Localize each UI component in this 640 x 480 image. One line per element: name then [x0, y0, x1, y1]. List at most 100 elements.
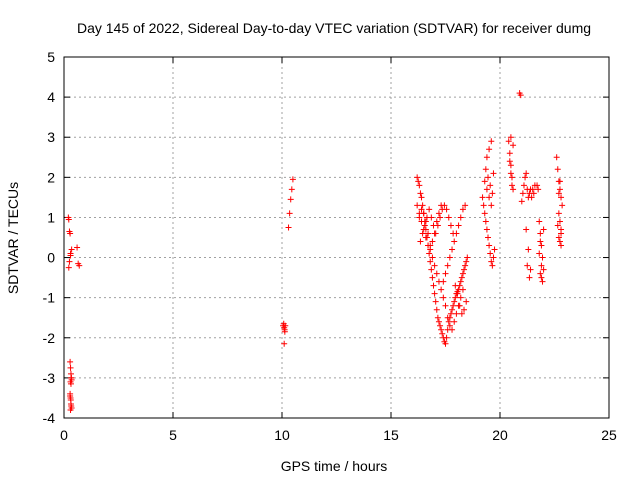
data-point — [463, 298, 470, 305]
data-point — [483, 186, 490, 193]
data-point — [556, 178, 563, 185]
data-point — [462, 262, 469, 269]
data-point — [437, 214, 444, 221]
data-point — [438, 326, 445, 333]
data-point — [538, 242, 545, 249]
data-point — [65, 216, 72, 223]
data-point — [450, 230, 457, 237]
data-point — [425, 242, 432, 249]
y-tick-label: -2 — [43, 330, 56, 346]
chart-title: Day 145 of 2022, Sidereal Day-to-day VTE… — [77, 20, 591, 36]
data-point — [462, 202, 469, 209]
data-point — [507, 134, 514, 141]
data-point — [482, 218, 489, 225]
data-point — [539, 254, 546, 261]
data-point — [554, 166, 561, 173]
data-point — [420, 226, 427, 233]
grid — [64, 57, 609, 418]
data-point — [464, 254, 471, 261]
data-point — [510, 186, 517, 193]
data-point — [457, 294, 464, 301]
data-point — [431, 290, 438, 297]
data-point — [555, 234, 562, 241]
data-point — [479, 194, 486, 201]
data-point — [67, 406, 74, 413]
y-tick-label: -3 — [43, 370, 56, 386]
data-point — [449, 326, 456, 333]
data-point — [457, 214, 464, 221]
data-point — [536, 218, 543, 225]
data-point — [486, 146, 493, 153]
data-point — [451, 318, 458, 325]
data-point — [68, 374, 75, 381]
data-point — [459, 206, 466, 213]
data-point — [442, 302, 449, 309]
data-point — [450, 302, 457, 309]
data-point — [519, 190, 526, 197]
data-point — [522, 174, 529, 181]
data-point — [451, 298, 458, 305]
data-point — [528, 194, 535, 201]
data-point — [445, 318, 452, 325]
data-point — [281, 328, 288, 335]
data-point — [537, 230, 544, 237]
data-point — [537, 270, 544, 277]
data-point — [429, 254, 436, 261]
y-axis-label: SDTVAR / TECUs — [5, 182, 21, 294]
data-point — [433, 218, 440, 225]
data-point — [288, 186, 295, 193]
data-point — [458, 310, 465, 317]
data-point — [67, 364, 74, 371]
data-point — [507, 170, 514, 177]
data-point — [418, 218, 425, 225]
data-point — [286, 210, 293, 217]
data-point — [438, 202, 445, 209]
data-point — [523, 226, 530, 233]
data-point — [455, 222, 462, 229]
data-point — [490, 254, 497, 261]
data-point — [508, 174, 515, 181]
data-point — [418, 206, 425, 213]
data-point — [489, 190, 496, 197]
data-point — [491, 246, 498, 253]
data-point — [287, 196, 294, 203]
data-point — [414, 174, 421, 181]
data-point — [487, 250, 494, 257]
data-point — [418, 194, 425, 201]
data-point — [487, 182, 494, 189]
data-point — [67, 392, 74, 399]
x-tick-label: 25 — [601, 427, 617, 443]
data-point — [507, 162, 514, 169]
data-point — [510, 142, 517, 149]
data-point — [414, 202, 421, 209]
x-tick-label: 20 — [492, 427, 508, 443]
data-point — [435, 210, 442, 217]
data-point — [65, 264, 72, 271]
data-point — [443, 334, 450, 341]
data-point — [433, 270, 440, 277]
data-point — [520, 182, 527, 189]
data-point — [426, 250, 433, 257]
data-point — [537, 238, 544, 245]
data-point — [445, 214, 452, 221]
data-point — [76, 262, 83, 269]
data-point — [67, 380, 74, 387]
data-point — [446, 322, 453, 329]
data-point — [524, 262, 531, 269]
data-point — [486, 242, 493, 249]
data-point — [431, 262, 438, 269]
data-point — [538, 262, 545, 269]
data-point — [416, 182, 423, 189]
data-point — [485, 234, 492, 241]
data-point — [417, 238, 424, 245]
data-point — [527, 266, 534, 273]
data-point — [558, 230, 565, 237]
data-point — [461, 306, 468, 313]
data-point — [452, 294, 459, 301]
data-point — [530, 190, 537, 197]
x-axis-label: GPS time / hours — [281, 458, 388, 474]
data-point — [419, 202, 426, 209]
data-point — [415, 178, 422, 185]
